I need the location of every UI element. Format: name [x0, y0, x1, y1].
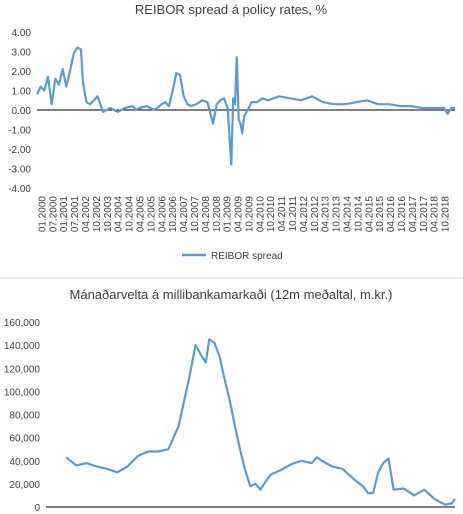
chart2-y-tick-label: 40,000	[9, 457, 40, 468]
chart2-y-tick-label: 140,000	[4, 341, 41, 352]
chart1-series-reibor-spread	[36, 46, 455, 166]
chart1-x-tick-label: 10.2006	[168, 196, 179, 233]
chart2-y-tick-label: 20,000	[9, 480, 40, 491]
chart2-y-tick-label: 100,000	[4, 387, 41, 398]
chart1-y-tick-label: -3.00	[8, 165, 31, 176]
chart1-x-tick-label: 07.2000	[48, 196, 59, 233]
chart1-x-tick-label: 04.2014	[343, 196, 354, 233]
reibor-spread-chart: REIBOR spread á policy rates, % 4.00 3.00…	[8, 2, 455, 262]
chart2-y-tick-label: 60,000	[9, 434, 40, 445]
chart1-x-tick-label: 04.2010	[255, 196, 266, 233]
interbank-turnover-chart: Mánaðarvelta á millibankamarkaði (12m me…	[4, 287, 456, 514]
chart1-x-tick-label: 04.2009	[234, 196, 245, 233]
chart1-x-tick-label: 01.2001	[59, 196, 70, 233]
chart1-x-tick-label: 10.2007	[190, 196, 201, 233]
chart1-y-tick-label: 4.00	[12, 28, 32, 39]
chart1-y-axis-ticks: 4.00 3.00 2.00 1.00 0.00 -1.00 -2.00 -3.00 -4.00	[8, 28, 31, 195]
chart1-x-tick-label: 01.2000	[37, 196, 48, 233]
chart1-x-tick-label: 10.2004	[125, 196, 136, 233]
chart1-x-tick-label: 10.2008	[212, 196, 223, 233]
chart1-x-tick-label: 04.2015	[364, 196, 375, 233]
chart1-y-tick-label: 3.00	[12, 48, 32, 59]
chart2-title: Mánaðarvelta á millibankamarkaði (12m me…	[70, 287, 393, 302]
chart1-x-tick-label: 10.2016	[397, 196, 408, 233]
chart1-y-tick-label: -2.00	[8, 145, 31, 156]
chart1-x-tick-label: 10.2013	[332, 196, 343, 233]
chart1-x-tick-label: 10.2012	[310, 196, 321, 233]
chart1-x-tick-label: 04.2005	[136, 196, 147, 233]
chart1-legend: REIBOR spread	[182, 251, 283, 262]
chart1-x-tick-label: 07.2001	[70, 196, 81, 233]
chart1-x-tick-label: 04.2012	[299, 196, 310, 233]
chart1-x-axis-ticks: 01.2000 07.2000 01.2001 07.2001 04.2002 10.20…	[37, 196, 451, 233]
chart1-x-tick-label: 04.2006	[157, 196, 168, 233]
chart1-x-tick-label: 04.2017	[408, 196, 419, 233]
chart1-x-tick-label: 04.2013	[321, 196, 332, 233]
chart1-y-tick-label: -4.00	[8, 184, 31, 195]
chart2-y-tick-label: 120,000	[4, 364, 41, 375]
chart1-x-tick-label: 04.2018	[430, 196, 441, 233]
chart1-x-tick-label: 10.2009	[244, 196, 255, 233]
chart1-x-tick-label: 04.2004	[114, 196, 125, 233]
chart1-x-tick-label: 10.2003	[103, 196, 114, 233]
chart1-x-tick-label: 10.2017	[419, 196, 430, 233]
chart1-y-tick-label: 1.00	[12, 87, 32, 98]
chart1-x-tick-label: 04.2011	[277, 196, 288, 232]
chart1-title: REIBOR spread á policy rates, %	[135, 2, 328, 17]
chart1-x-tick-label: 10.2002	[92, 196, 103, 233]
chart1-x-tick-label: 10.2005	[146, 196, 157, 233]
chart1-x-tick-label: 10.2018	[441, 196, 452, 233]
chart1-x-tick-label: 04.2016	[386, 196, 397, 233]
chart2-y-axis-ticks: 160,000 140,000 120,000 100,000 80,000 60,000…	[4, 318, 41, 514]
chart1-x-tick-label: 04.2002	[81, 196, 92, 233]
chart1-x-tick-label: 10.2010	[266, 196, 277, 233]
chart1-y-tick-label: 2.00	[12, 67, 32, 78]
chart1-x-tick-label: 10.2011	[288, 196, 299, 232]
chart1-x-tick-label: 10.2014	[353, 196, 364, 233]
chart1-x-tick-label: 01.2009	[223, 196, 234, 233]
chart2-y-tick-label: 0	[34, 503, 40, 514]
chart1-x-tick-label: 04.2007	[179, 196, 190, 233]
chart2-series-turnover	[65, 338, 456, 506]
chart1-x-tick-label: 10.2015	[375, 196, 386, 233]
chart1-y-tick-label: 0.00	[12, 106, 32, 117]
chart1-y-tick-label: -1.00	[8, 126, 31, 137]
chart2-y-tick-label: 160,000	[4, 318, 41, 329]
chart1-x-tick-label: 04.2008	[201, 196, 212, 233]
chart1-legend-label: REIBOR spread	[211, 251, 283, 262]
chart2-y-tick-label: 80,000	[9, 411, 40, 422]
